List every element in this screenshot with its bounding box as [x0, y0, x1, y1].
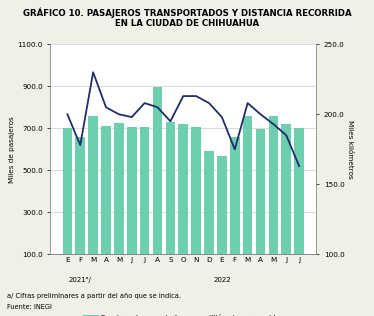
Bar: [294, 128, 304, 276]
Bar: [88, 116, 98, 276]
Bar: [76, 137, 85, 276]
Bar: [281, 124, 291, 276]
Bar: [140, 127, 150, 276]
Text: GRÁFICO 10. PASAJEROS TRANSPORTADOS Y DISTANCIA RECORRIDA: GRÁFICO 10. PASAJEROS TRANSPORTADOS Y DI…: [23, 8, 351, 18]
Bar: [114, 123, 124, 276]
Text: EN LA CIUDAD DE CHIHUAHUA: EN LA CIUDAD DE CHIHUAHUA: [115, 19, 259, 28]
Text: Fuente: INEGI: Fuente: INEGI: [7, 304, 52, 310]
Bar: [217, 155, 227, 276]
Text: 2022: 2022: [213, 276, 231, 283]
Y-axis label: Miles de pasajeros: Miles de pasajeros: [9, 116, 15, 183]
Text: 2021ᵃ/: 2021ᵃ/: [69, 276, 92, 283]
Text: a/ Cifras preliminares a partir del año que se indica.: a/ Cifras preliminares a partir del año …: [7, 293, 181, 299]
Bar: [153, 87, 162, 276]
Bar: [243, 116, 252, 276]
Legend: Pasajeros transportados, Kilómetros recorridos: Pasajeros transportados, Kilómetros reco…: [80, 313, 286, 316]
Bar: [62, 128, 72, 276]
Bar: [178, 124, 188, 276]
Bar: [101, 126, 111, 276]
Bar: [191, 127, 201, 276]
Bar: [204, 151, 214, 276]
Bar: [269, 116, 278, 276]
Bar: [127, 127, 137, 276]
Y-axis label: Miles kilómetros: Miles kilómetros: [347, 120, 353, 179]
Bar: [230, 137, 240, 276]
Bar: [256, 129, 265, 276]
Bar: [166, 122, 175, 276]
